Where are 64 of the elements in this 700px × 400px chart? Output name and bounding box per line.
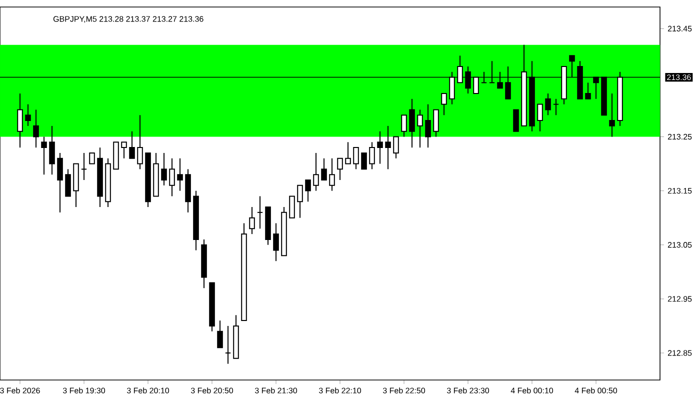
candlestick: [585, 82, 591, 100]
candlestick: [305, 179, 311, 202]
candlestick: [433, 109, 439, 138]
candlestick: [41, 136, 47, 176]
candlestick: [137, 114, 143, 170]
x-tick-label: 3 Feb 19:30: [62, 388, 106, 394]
y-tick-label: 213.05: [668, 242, 692, 248]
candlestick: [537, 104, 543, 132]
candlestick: [337, 158, 343, 180]
y-tick-label: 213.25: [668, 134, 692, 140]
x-tick-label: 3 Feb 20:10: [126, 388, 170, 394]
candlestick: [345, 142, 351, 164]
candlestick: [80, 152, 88, 180]
candlestick: [129, 130, 135, 159]
candlestick: [224, 325, 232, 364]
candlestick: [417, 109, 423, 148]
candlestick: [17, 92, 23, 148]
candlestick: [273, 222, 279, 262]
candlestick: [393, 136, 399, 159]
candlestick: [25, 104, 31, 126]
candlestick: [441, 92, 447, 116]
candlestick: [369, 142, 375, 170]
x-tick-label: 3 Feb 22:10: [318, 388, 362, 394]
x-tick-label: 3 Feb 21:30: [254, 388, 298, 394]
candlestick: [33, 109, 39, 148]
x-tick-label: 3 Feb 23:30: [446, 388, 490, 394]
candlestick: [401, 114, 407, 138]
candlestick: [49, 125, 55, 176]
candlestick: [609, 92, 615, 138]
candlestick: [552, 98, 560, 116]
candlestick: [321, 158, 327, 180]
candlestick: [409, 98, 415, 148]
y-tick-label: 213.15: [668, 188, 692, 194]
candlestick: [249, 206, 255, 235]
candlestick: [256, 196, 264, 230]
candlestick: [361, 152, 367, 170]
y-tick-label: 213.45: [668, 26, 692, 32]
candlestick: [545, 92, 551, 116]
x-tick-label: 4 Feb 00:10: [510, 388, 554, 394]
candlestick: [313, 152, 319, 192]
candlestick: [217, 320, 223, 348]
candlestick: [177, 158, 183, 192]
x-tick-label: 3 Feb 20:50: [190, 388, 234, 394]
x-tick-label: 4 Feb 00:50: [574, 388, 618, 394]
text: GBPJPY,M5 213.28 213.37 213.27 213.36: [53, 16, 204, 23]
candlestick: [161, 152, 167, 186]
candlestick: [353, 147, 359, 170]
candlestick: [289, 196, 295, 218]
x-tick-label: 3 Feb 2026: [0, 388, 40, 394]
ref-line-label: 213.36: [667, 74, 691, 80]
y-tick-label: 212.85: [668, 350, 692, 356]
candlestick: [377, 130, 383, 164]
candlestick: [513, 109, 519, 132]
candlestick: [65, 168, 71, 197]
candlestick: [121, 142, 127, 159]
y-tick-label: 212.95: [668, 296, 692, 302]
x-tick-label: 3 Feb 22:50: [382, 388, 426, 394]
candlestick: [385, 125, 391, 170]
candlestick: [169, 158, 175, 197]
candlestick: [57, 152, 63, 213]
candlestick: [329, 158, 335, 192]
candlestick: [89, 152, 95, 164]
candlestick: [297, 184, 303, 218]
candlestick: [425, 104, 431, 148]
